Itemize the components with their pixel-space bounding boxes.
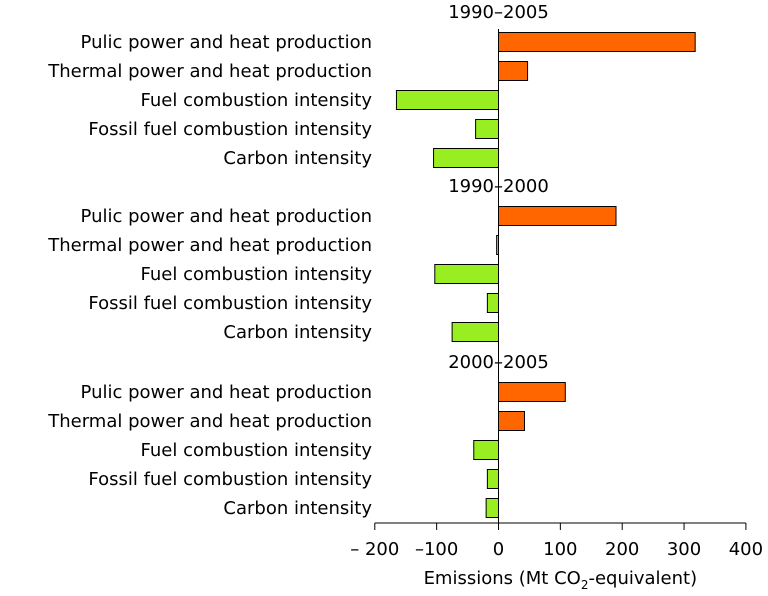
bar-panel3-cat1	[498, 382, 566, 402]
bar-panel2-cat5	[451, 322, 499, 342]
bar-panel3-cat3	[473, 440, 500, 460]
category-label: Thermal power and heat production	[47, 235, 372, 256]
x-axis: – 200 –100 0 100 200 300 400 Emissions (Mt CO2-…	[350, 29, 763, 592]
category-label: Fossil fuel combustion intensity	[88, 293, 372, 314]
bar-panel3-cat2	[498, 411, 525, 431]
x-tick-label: – 200	[350, 539, 399, 560]
category-label: Fuel combustion intensity	[141, 440, 373, 461]
bar-panel1-cat4	[475, 119, 500, 139]
bar-panel3-cat5	[485, 498, 500, 518]
x-tick-label: 300	[667, 539, 701, 560]
category-label: Fuel combustion intensity	[141, 90, 373, 111]
bar-panel2-cat3	[434, 264, 499, 284]
x-tick-label: 0	[493, 539, 504, 560]
category-label: Fossil fuel combustion intensity	[88, 469, 372, 490]
category-label: Carbon intensity	[223, 322, 372, 343]
bar-panel1-cat2	[498, 61, 529, 81]
bar-panel2-cat1	[498, 206, 617, 226]
category-label: Pulic power and heat production	[81, 206, 372, 227]
category-label: Thermal power and heat production	[47, 411, 372, 432]
x-tick-label: 200	[605, 539, 639, 560]
bar-panel1-cat1	[498, 32, 696, 52]
category-label: Pulic power and heat production	[81, 32, 372, 53]
bar-panel3-cat4	[486, 469, 500, 489]
category-label: Pulic power and heat production	[81, 382, 372, 403]
category-labels-layer: Pulic power and heat production Thermal p…	[47, 32, 372, 519]
category-label: Fuel combustion intensity	[141, 264, 373, 285]
x-tick-label: –100	[415, 539, 458, 560]
x-tick-label: 100	[543, 539, 577, 560]
bars-layer	[395, 32, 696, 518]
category-label: Thermal power and heat production	[47, 61, 372, 82]
bar-panel1-cat3	[395, 90, 500, 110]
category-label: Carbon intensity	[223, 498, 372, 519]
category-label: Fossil fuel combustion intensity	[88, 119, 372, 140]
bar-panel1-cat5	[433, 148, 499, 168]
x-tick-label: 400	[729, 539, 763, 560]
panel-title-1: 1990–2005	[448, 2, 549, 23]
bar-panel2-cat4	[486, 293, 500, 313]
category-label: Carbon intensity	[223, 148, 372, 169]
x-axis-label: Emissions (Mt CO2-equivalent)	[424, 568, 698, 592]
